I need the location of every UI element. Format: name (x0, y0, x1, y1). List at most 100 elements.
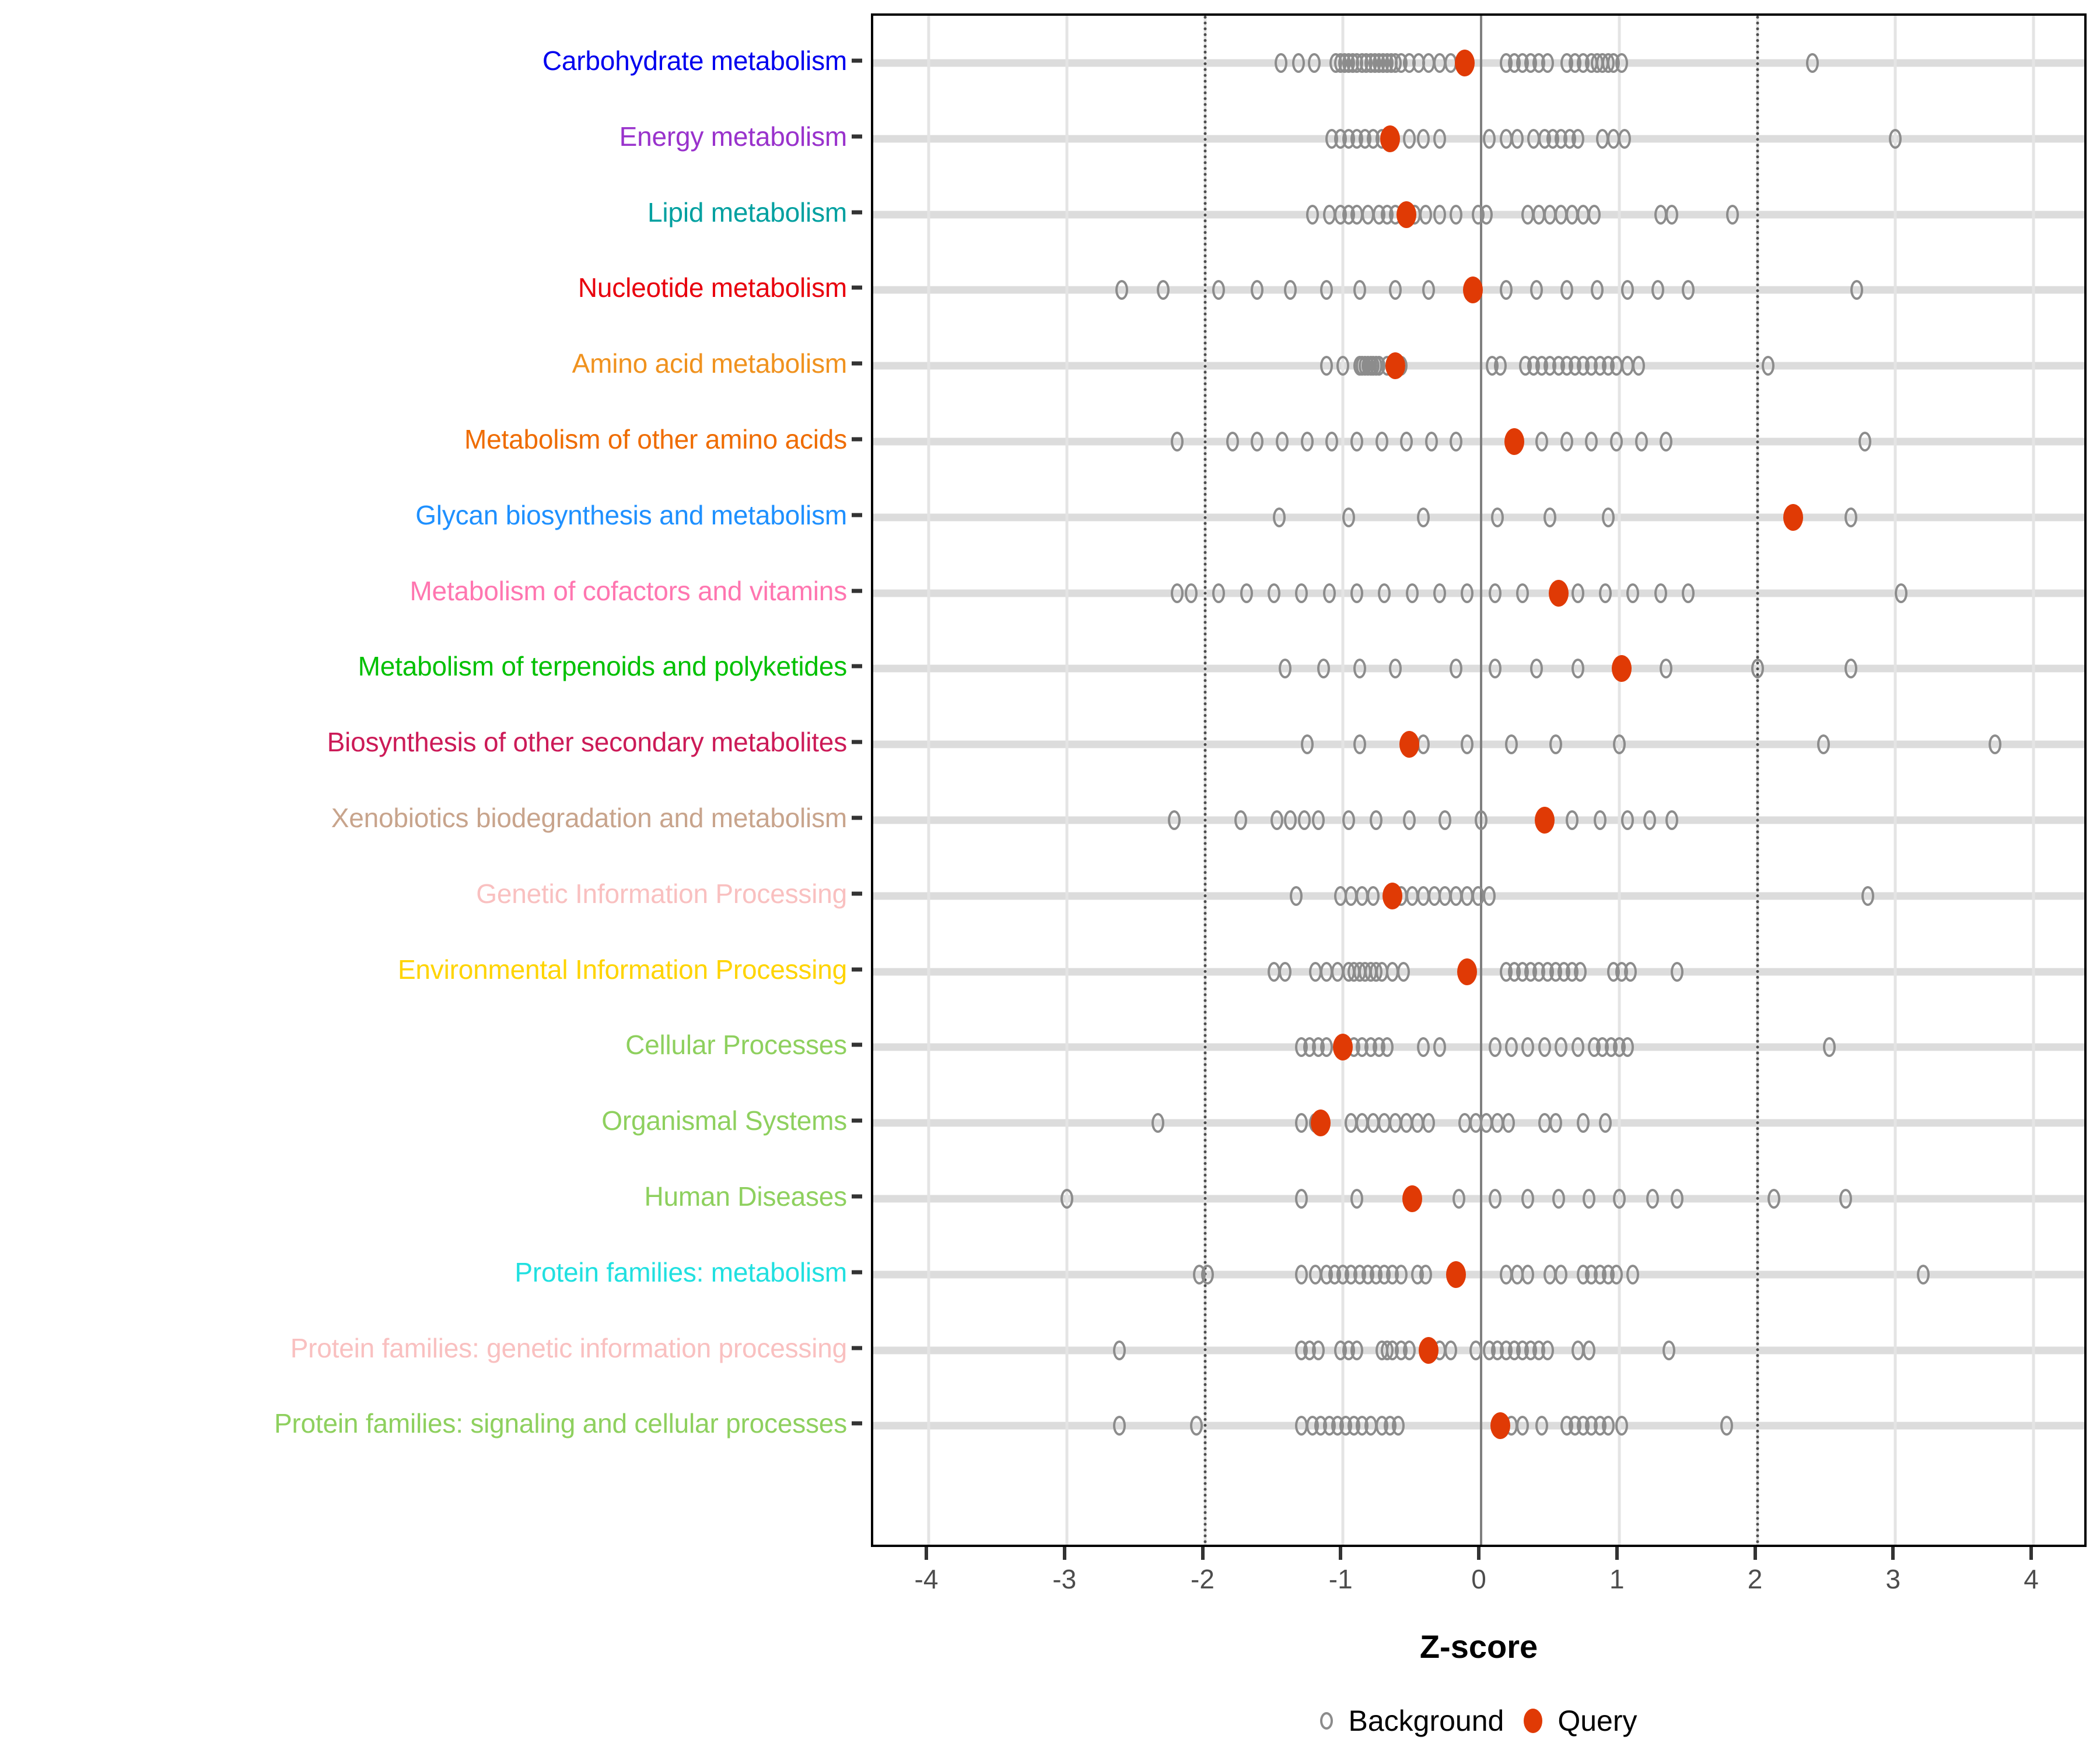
query-point[interactable] (1454, 50, 1475, 76)
y-axis-tick (852, 1042, 862, 1047)
background-point (1306, 204, 1320, 225)
x-axis-tick-label: 4 (2024, 1564, 2039, 1594)
y-axis-label-15: Human Diseases (644, 1181, 848, 1212)
background-point (1295, 583, 1308, 603)
query-point[interactable] (1612, 655, 1632, 682)
query-point[interactable] (1399, 731, 1419, 758)
background-point (1300, 432, 1314, 452)
query-point[interactable] (1385, 352, 1406, 380)
y-axis-tick (852, 1421, 862, 1426)
background-point (1284, 810, 1297, 830)
background-point (1535, 1416, 1549, 1436)
background-point (1391, 1416, 1405, 1436)
background-point (1402, 810, 1416, 830)
background-point (1660, 659, 1673, 679)
background-point (1350, 1189, 1363, 1209)
background-point (1845, 507, 1858, 527)
background-point (1571, 659, 1584, 679)
query-point[interactable] (1534, 807, 1555, 834)
background-point (1171, 432, 1184, 452)
background-point (1555, 1037, 1568, 1058)
background-point (1549, 734, 1562, 755)
y-axis-tick (852, 967, 862, 972)
y-axis-tick (852, 513, 862, 517)
y-axis-label-1: Energy metabolism (619, 121, 848, 152)
background-point (1276, 432, 1289, 452)
background-point (1450, 659, 1463, 679)
y-axis-tick (852, 891, 862, 896)
query-point[interactable] (1380, 125, 1400, 152)
query-point[interactable] (1457, 958, 1478, 985)
query-point[interactable] (1402, 1185, 1422, 1212)
background-point (1894, 583, 1908, 603)
background-point (1615, 53, 1629, 73)
background-point (1610, 1264, 1623, 1284)
query-point[interactable] (1396, 201, 1417, 228)
query-point[interactable] (1419, 1336, 1439, 1364)
background-point (1416, 507, 1430, 527)
background-point (1491, 507, 1504, 527)
x-axis-tick (1753, 1547, 1757, 1560)
plot-panel (871, 13, 2087, 1547)
background-point (1292, 53, 1306, 73)
chart-legend: Background Query (871, 1695, 2087, 1747)
x-axis-tick-label: -3 (1052, 1564, 1077, 1594)
background-point (1424, 432, 1438, 452)
background-point (1405, 583, 1419, 603)
background-point (1240, 583, 1253, 603)
background-point (1552, 1189, 1565, 1209)
background-point (1342, 810, 1355, 830)
query-point[interactable] (1462, 276, 1483, 304)
background-point (1350, 583, 1363, 603)
background-point (1762, 356, 1775, 376)
background-point (1620, 280, 1634, 300)
y-axis-tick (852, 1346, 862, 1350)
background-point (1555, 1264, 1568, 1284)
background-point (1419, 1264, 1433, 1284)
query-point[interactable] (1783, 503, 1804, 531)
background-point (1822, 1037, 1836, 1058)
background-point (1571, 583, 1584, 603)
legend-label-background: Background (1348, 1704, 1504, 1737)
background-point (1480, 204, 1493, 225)
background-point (1521, 1037, 1535, 1058)
background-point (1588, 204, 1601, 225)
background-point (1720, 1416, 1734, 1436)
background-point (1582, 1340, 1595, 1360)
background-point (1400, 432, 1413, 452)
x-axis-tick-label: 0 (1471, 1564, 1486, 1594)
y-axis-label-9: Biosynthesis of other secondary metaboli… (327, 727, 848, 758)
x-axis-title-wrap: Z-score (871, 1628, 2087, 1665)
query-point[interactable] (1333, 1034, 1353, 1061)
background-point (1270, 810, 1283, 830)
background-point (1251, 432, 1264, 452)
background-point (1665, 204, 1678, 225)
y-axis-tick (852, 134, 862, 139)
x-axis-tick (2029, 1547, 2033, 1560)
background-point (1682, 280, 1695, 300)
background-point (1488, 1189, 1502, 1209)
open-circle-icon (1320, 1712, 1334, 1730)
background-point (1505, 734, 1518, 755)
background-point (1620, 810, 1634, 830)
query-point[interactable] (1382, 882, 1403, 909)
background-point (1483, 128, 1496, 149)
background-point (1475, 810, 1488, 830)
query-point[interactable] (1504, 428, 1524, 455)
background-point (1157, 280, 1170, 300)
y-axis-tick (852, 1270, 862, 1275)
background-point (1381, 1037, 1394, 1058)
background-point (1544, 507, 1557, 527)
legend-item-query[interactable]: Query (1524, 1704, 1637, 1738)
background-point (1660, 432, 1673, 452)
legend-item-background[interactable]: Background (1320, 1704, 1504, 1738)
query-point[interactable] (1548, 579, 1569, 607)
background-point (1601, 507, 1615, 527)
background-point (1634, 432, 1648, 452)
background-point (1402, 1340, 1416, 1360)
query-point[interactable] (1311, 1110, 1331, 1137)
x-axis-tick (925, 1547, 928, 1560)
query-point[interactable] (1446, 1261, 1466, 1288)
y-axis-label-5: Metabolism of other amino acids (464, 424, 847, 454)
query-point[interactable] (1490, 1412, 1511, 1440)
